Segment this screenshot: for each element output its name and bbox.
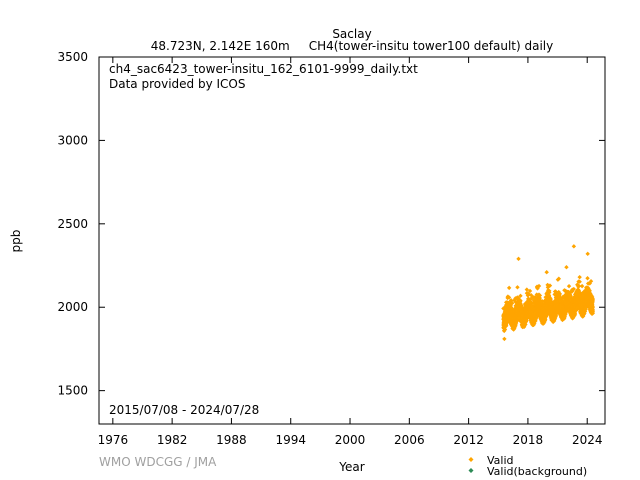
y-tick-label: 3500: [57, 50, 88, 64]
data-point: [535, 286, 540, 291]
x-tick-label: 2024: [572, 433, 603, 447]
data-point: [582, 309, 588, 314]
data-point: [524, 287, 530, 292]
data-point: [502, 327, 508, 332]
data-point: [534, 292, 539, 297]
data-point: [502, 336, 507, 342]
data-point: [588, 279, 594, 284]
data-point: [506, 285, 512, 291]
data-point: [571, 286, 577, 292]
data-point: [575, 282, 580, 287]
y-axis-ticks: 1500 2000 2500 3000 3500: [57, 50, 605, 398]
data-point: [560, 294, 566, 300]
x-tick-label: 1982: [157, 433, 188, 447]
data-point: [590, 309, 595, 314]
data-point: [516, 256, 521, 262]
data-point: [515, 285, 520, 290]
data-point: [508, 298, 514, 303]
x-tick-label: 2000: [335, 433, 366, 447]
data-point: [585, 276, 590, 281]
data-points: [501, 244, 596, 342]
data-point: [532, 294, 538, 300]
x-tick-label: 2018: [513, 433, 544, 447]
chart-title: Saclay: [332, 27, 371, 41]
data-point: [585, 251, 590, 257]
data-point: [544, 269, 549, 275]
y-tick-label: 3000: [57, 133, 88, 147]
data-point: [566, 283, 572, 289]
data-point: [590, 304, 596, 310]
data-point: [572, 311, 578, 317]
data-point: [536, 283, 542, 289]
data-point: [527, 288, 533, 294]
data-point: [547, 288, 552, 294]
legend: Valid Valid(background): [468, 454, 587, 478]
data-point: [577, 274, 582, 280]
y-tick-label: 1500: [57, 384, 88, 398]
data-point: [518, 293, 523, 299]
data-point: [513, 296, 518, 301]
y-tick-label: 2000: [57, 300, 88, 314]
data-point: [518, 298, 523, 303]
y-axis-label: ppb: [9, 230, 23, 253]
credit-label: WMO WDCGG / JMA: [99, 455, 217, 469]
data-point: [509, 301, 515, 306]
data-point: [564, 264, 569, 270]
legend-marker-background: [468, 468, 474, 473]
file-label: ch4_sac6423_tower-insitu_162_6101-9999_d…: [109, 62, 418, 76]
data-point: [548, 297, 553, 302]
chart-subtitle: 48.723N, 2.142E 160m CH4(tower-insitu to…: [151, 39, 553, 53]
legend-marker-valid: [468, 457, 474, 462]
data-point: [518, 303, 524, 308]
data-point: [532, 321, 537, 326]
x-tick-label: 1994: [275, 433, 306, 447]
date-range-label: 2015/07/08 - 2024/07/28: [109, 403, 259, 417]
data-point: [557, 291, 563, 297]
data-point: [567, 292, 573, 297]
data-point: [506, 295, 512, 300]
data-point: [556, 276, 562, 281]
x-tick-label: 2006: [394, 433, 425, 447]
data-point: [577, 279, 582, 284]
data-point: [528, 293, 534, 298]
x-axis-ticks: 1976 1982 1988 1994 2000 2006 2012 2018 2024: [98, 57, 603, 447]
data-point: [571, 244, 577, 249]
x-tick-label: 2012: [453, 433, 484, 447]
data-point: [573, 308, 579, 313]
data-point: [510, 307, 516, 312]
data-point: [537, 293, 543, 298]
data-point: [587, 288, 592, 293]
plot-area: [98, 56, 606, 425]
data-point: [545, 282, 550, 288]
data-point: [579, 283, 585, 289]
x-tick-label: 1976: [98, 433, 129, 447]
data-point: [553, 289, 558, 294]
provider-label: Data provided by ICOS: [109, 77, 245, 91]
data-point: [547, 283, 553, 288]
data-point: [576, 283, 582, 289]
x-axis-label: Year: [338, 460, 364, 474]
legend-label-valid: Valid: [487, 454, 514, 467]
data-point: [590, 298, 595, 304]
legend-label-background: Valid(background): [487, 465, 587, 478]
x-tick-label: 1988: [216, 433, 247, 447]
y-tick-label: 2500: [57, 217, 88, 231]
